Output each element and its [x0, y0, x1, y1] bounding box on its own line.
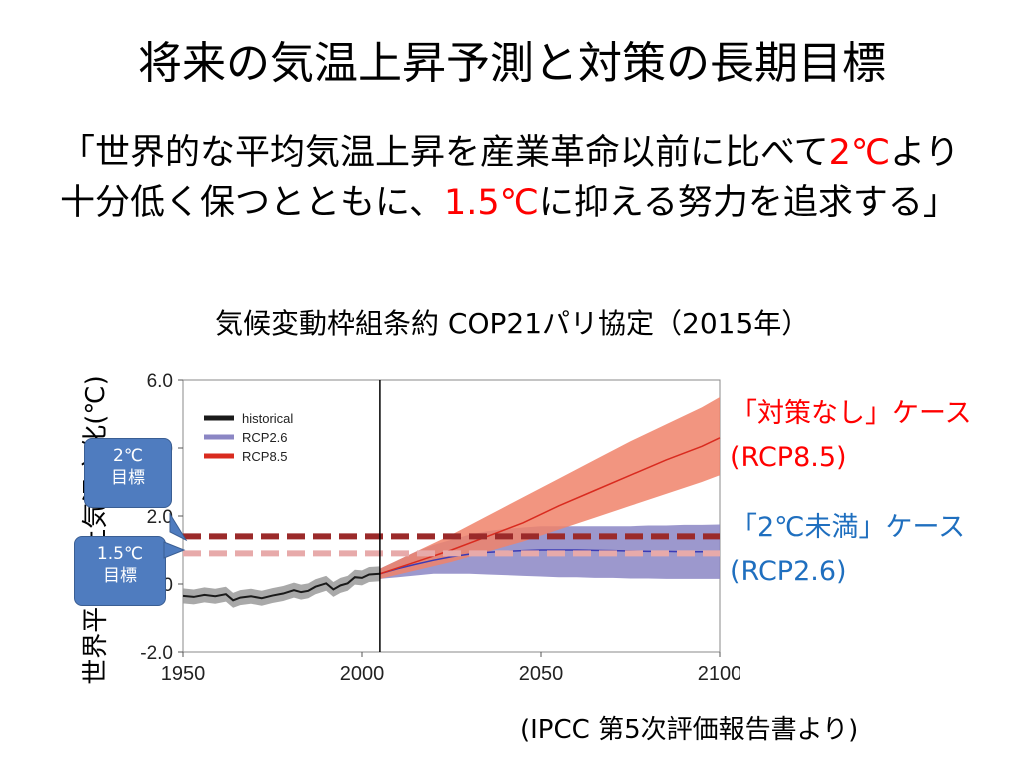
quote-1-5c-value: 1.5℃	[443, 183, 539, 223]
two-degree-target-callout: 2℃ 目標	[84, 438, 172, 508]
two-degree-callout-line2: 目標	[111, 468, 145, 488]
plot-frame	[182, 379, 721, 653]
x-tick-label: 2000	[340, 663, 385, 685]
x-tick-label: 1950	[161, 663, 206, 685]
slide-title: 将来の気温上昇予測と対策の長期目標	[138, 38, 886, 89]
quote-text-part3: に抑える努力を追求する」	[538, 183, 958, 223]
one-five-callout-line1: 1.5℃	[96, 544, 144, 564]
one-five-callout-line2: 目標	[103, 566, 137, 586]
rcp85-line	[379, 437, 721, 575]
legend-label: RCP2.6	[242, 430, 288, 445]
target-lines	[183, 533, 720, 557]
no-policy-case-label: 「対策なし」ケース	[730, 398, 972, 429]
no-policy-case-scenario: (RCP8.5)	[730, 442, 847, 473]
source-citation: (IPCC 第5次評価報告書より)	[520, 715, 859, 745]
under-2c-case-label: 「2℃未満」ケース	[730, 512, 966, 543]
goal-quote: 「世界的な平均気温上昇を産業革命以前に比べて2℃より十分低く保つとともに、1.5…	[60, 128, 980, 228]
x-axis-ticks: 1950 2000 2050 2100	[161, 652, 740, 685]
historical-line	[182, 572, 380, 602]
y-tick-label: 2.0	[147, 507, 173, 528]
chart-legend: historical RCP2.6 RCP8.5	[204, 411, 293, 464]
y-axis-label: 世界平均地上気温変化(℃)	[81, 375, 111, 685]
one-five-callout-pointer	[163, 541, 186, 559]
under-2c-case-scenario: (RCP2.6)	[730, 556, 847, 587]
legend-label: RCP8.5	[242, 449, 288, 464]
legend-label: historical	[242, 411, 293, 426]
two-degree-callout-line1: 2℃	[113, 446, 143, 466]
quote-text-part2: より十分低く保つとともに、	[60, 133, 960, 223]
historical-band	[183, 566, 380, 608]
two-degree-callout-pointer	[169, 512, 188, 542]
y-tick-label: -2.0	[140, 643, 173, 664]
rcp85-band	[379, 397, 720, 579]
x-tick-label: 2100	[698, 663, 740, 685]
paris-agreement-caption: 気候変動枠組条約 COP21パリ協定（2015年）	[215, 307, 810, 340]
one-point-five-degree-target-callout: 1.5℃ 目標	[74, 536, 166, 606]
y-tick-label: 6.0	[147, 371, 173, 392]
quote-2c-value: 2℃	[828, 133, 891, 173]
x-tick-label: 2050	[519, 663, 564, 685]
quote-text-part1: 「世界的な平均気温上昇を産業革命以前に比べて	[60, 133, 829, 173]
